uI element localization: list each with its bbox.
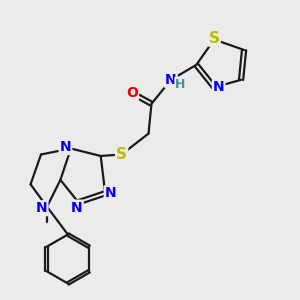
Text: N: N [165, 73, 177, 87]
Text: N: N [36, 201, 47, 215]
Text: H: H [175, 78, 186, 91]
Text: N: N [213, 80, 224, 94]
Text: N: N [71, 201, 83, 214]
Text: N: N [60, 140, 71, 154]
Text: S: S [116, 147, 127, 162]
Text: N: N [105, 186, 116, 200]
Text: O: O [126, 86, 138, 100]
Text: S: S [209, 31, 220, 46]
